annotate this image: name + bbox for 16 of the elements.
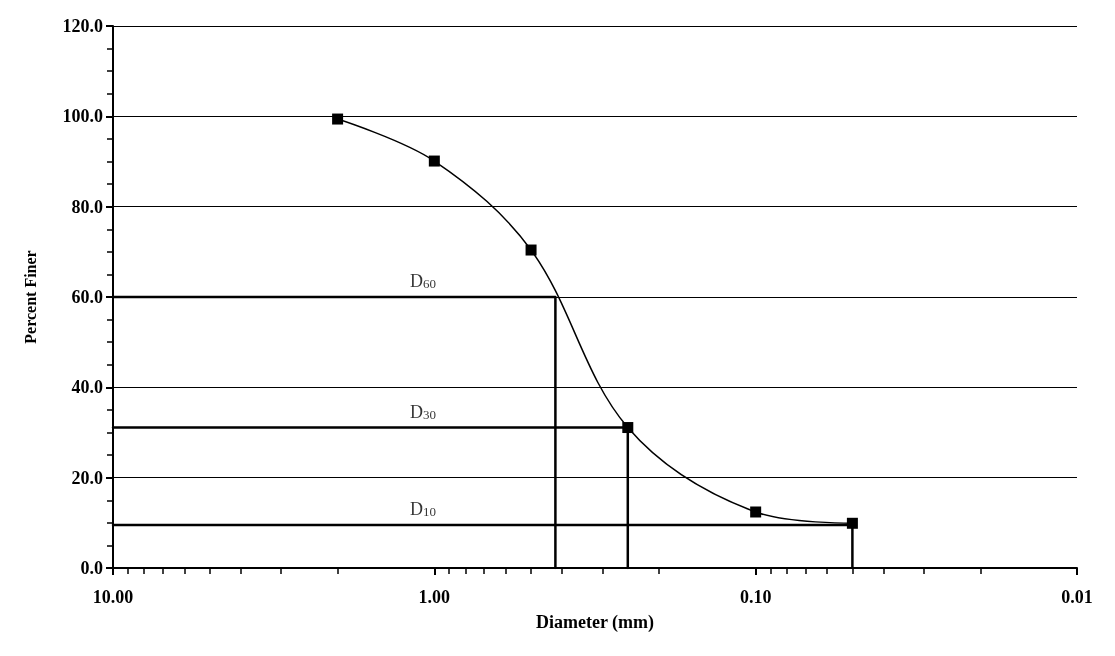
x-tick-label: 0.01 [1061,587,1093,607]
y-tick-label: 120.0 [62,16,103,36]
y-tick-label: 40.0 [71,377,103,398]
x-axis-title: Diameter (mm) [535,612,655,633]
series-label: D30 [410,401,436,422]
series-label: D60 [410,271,436,291]
y-tick-label: 60.0 [71,287,103,307]
y-tick-label: 20.0 [71,467,103,488]
series-label: D10 [410,499,436,520]
y-tick-label: 0.0 [80,558,103,578]
y-tick-label: 100.0 [62,106,103,127]
y-axis-title: Percent Finer [21,250,39,344]
x-tick-label: 1.00 [418,587,451,607]
y-tick-label: 80.0 [71,196,103,217]
x-tick-label: 10.00 [92,587,134,607]
x-tick-label: 0.10 [739,587,772,607]
